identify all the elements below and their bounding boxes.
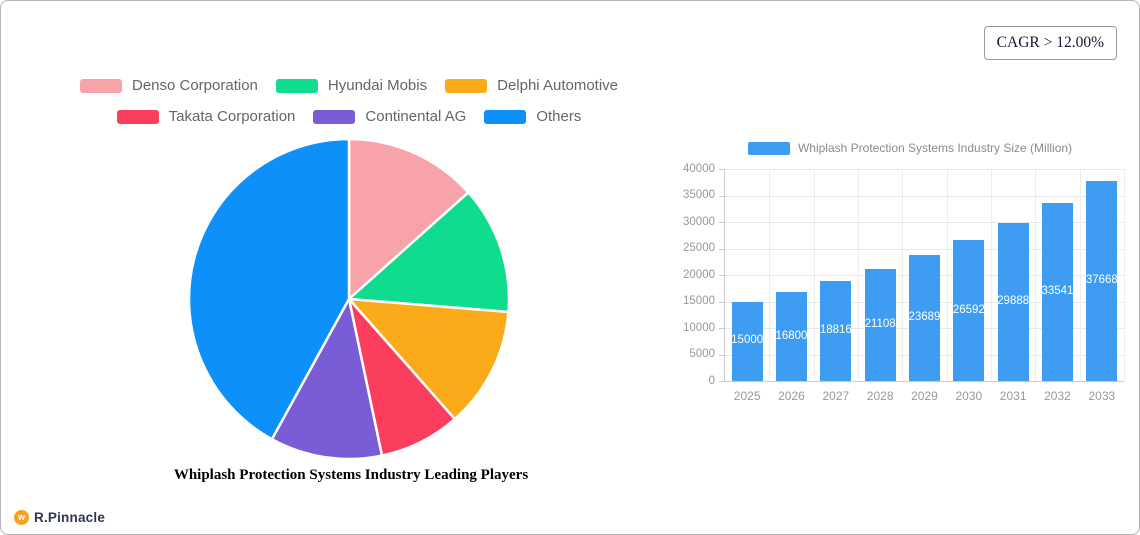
y-axis-label: 15000	[683, 295, 715, 307]
pie-chart	[187, 137, 511, 461]
legend-swatch-icon	[445, 78, 488, 93]
x-axis-label: 2027	[822, 389, 850, 403]
h-gridline	[725, 195, 1124, 197]
v-gridline	[769, 169, 771, 381]
y-axis-tick	[719, 195, 724, 197]
pie-legend-item-hyundai-mobis[interactable]: Hyundai Mobis	[275, 77, 428, 94]
legend-label: Delphi Automotive	[497, 77, 619, 94]
pie-legend-row: Denso Corporation Hyundai Mobis Delphi Aut…	[19, 77, 679, 94]
legend-swatch-icon	[275, 78, 318, 93]
h-gridline	[725, 248, 1124, 250]
x-axis-label: 2025	[733, 389, 761, 403]
bar-chart-section: Whiplash Protection Systems Industry Siz…	[683, 141, 1139, 411]
logo-icon: w	[14, 510, 29, 525]
bar-2026[interactable]	[776, 292, 807, 381]
cagr-badge: CAGR > 12.00%	[983, 26, 1117, 60]
bar-legend-label: Whiplash Protection Systems Industry Siz…	[797, 141, 1073, 155]
y-axis-tick	[719, 301, 724, 303]
y-axis-tick	[719, 381, 724, 382]
bar-2032[interactable]	[1042, 203, 1073, 381]
v-gridline	[1035, 169, 1037, 381]
y-axis-label: 0	[708, 374, 715, 387]
x-axis-label: 2033	[1088, 389, 1116, 403]
pie-chart-title: Whiplash Protection Systems Industry Lea…	[173, 467, 529, 483]
pie-slice-delphi-automotive[interactable]	[347, 297, 510, 421]
brand-logo: w R.Pinnacle	[14, 510, 105, 525]
h-gridline	[725, 169, 1124, 170]
pie-slice-others[interactable]	[187, 137, 351, 441]
v-gridline	[991, 169, 992, 381]
cagr-badge-label: CAGR > 12.00%	[996, 34, 1104, 51]
pie-slice-continental-ag[interactable]	[270, 297, 384, 461]
x-axis-label: 2030	[955, 389, 983, 403]
y-axis-label: 10000	[683, 321, 715, 334]
legend-swatch-icon	[484, 109, 527, 124]
y-axis-label: 25000	[683, 242, 715, 254]
y-axis-label: 5000	[689, 348, 715, 360]
y-axis-label: 35000	[683, 189, 715, 201]
pie-slice-denso-corporation[interactable]	[347, 137, 470, 301]
pie-legend-item-continental-ag[interactable]: Continental AG	[313, 108, 466, 125]
h-gridline	[725, 222, 1124, 223]
x-axis-label: 2032	[1044, 389, 1071, 403]
v-gridline	[1079, 169, 1081, 381]
v-gridline	[813, 169, 815, 381]
bar-2029[interactable]	[909, 255, 940, 381]
pie-legend-row: Takata Corporation Continental AG Others	[19, 108, 679, 125]
legend-swatch-icon	[313, 109, 356, 124]
bar-2025[interactable]	[731, 301, 763, 381]
legend-label: Denso Corporation	[131, 77, 258, 94]
y-axis-tick	[719, 328, 724, 329]
x-axis-label: 2028	[866, 389, 894, 403]
pie-legend-item-denso-corporation[interactable]: Denso Corporation	[79, 77, 258, 94]
y-axis-tick	[719, 169, 724, 170]
v-gridline	[1124, 169, 1125, 381]
legend-label: Continental AG	[365, 108, 467, 125]
v-gridline	[858, 169, 859, 381]
bar-2027[interactable]	[820, 281, 852, 381]
y-axis-tick	[719, 275, 724, 276]
bar-chart-legend-item[interactable]: Whiplash Protection Systems Industry Siz…	[679, 141, 1139, 155]
pie-legend: Denso Corporation Hyundai Mobis Delphi Aut…	[19, 77, 679, 125]
x-axis-label: 2026	[778, 389, 805, 403]
pie-slice-hyundai-mobis[interactable]	[347, 191, 511, 314]
legend-label: Takata Corporation	[168, 108, 296, 125]
y-axis-label: 20000	[683, 268, 715, 281]
pie-legend-item-delphi-automotive[interactable]: Delphi Automotive	[445, 77, 618, 94]
legend-label: Others	[536, 108, 582, 125]
v-gridline	[902, 169, 904, 381]
v-gridline	[946, 169, 948, 381]
bar-plot-area: 0 5000 10000 15000 20000 25000 30000 35000 40000…	[683, 163, 1125, 403]
y-axis-tick	[719, 222, 724, 223]
y-axis-tick	[719, 248, 724, 250]
legend-swatch-icon	[79, 78, 122, 93]
x-axis-label: 2031	[999, 389, 1027, 403]
logo-text: R.Pinnacle	[34, 510, 106, 525]
bar-2031[interactable]	[997, 222, 1029, 381]
bar-2030[interactable]	[953, 240, 985, 381]
y-axis-tick	[719, 354, 724, 356]
y-axis-label: 30000	[683, 215, 715, 228]
y-axis-label: 40000	[683, 162, 715, 175]
x-axis-label: 2029	[911, 389, 938, 403]
pie-legend-item-others[interactable]: Others	[484, 108, 581, 125]
bar-legend-swatch-icon	[747, 141, 790, 155]
bar-2028[interactable]	[864, 269, 896, 381]
legend-swatch-icon	[116, 109, 159, 124]
legend-label: Hyundai Mobis	[327, 77, 428, 94]
pie-legend-item-takata-corporation[interactable]: Takata Corporation	[116, 108, 296, 125]
bar-2033[interactable]	[1086, 181, 1118, 381]
